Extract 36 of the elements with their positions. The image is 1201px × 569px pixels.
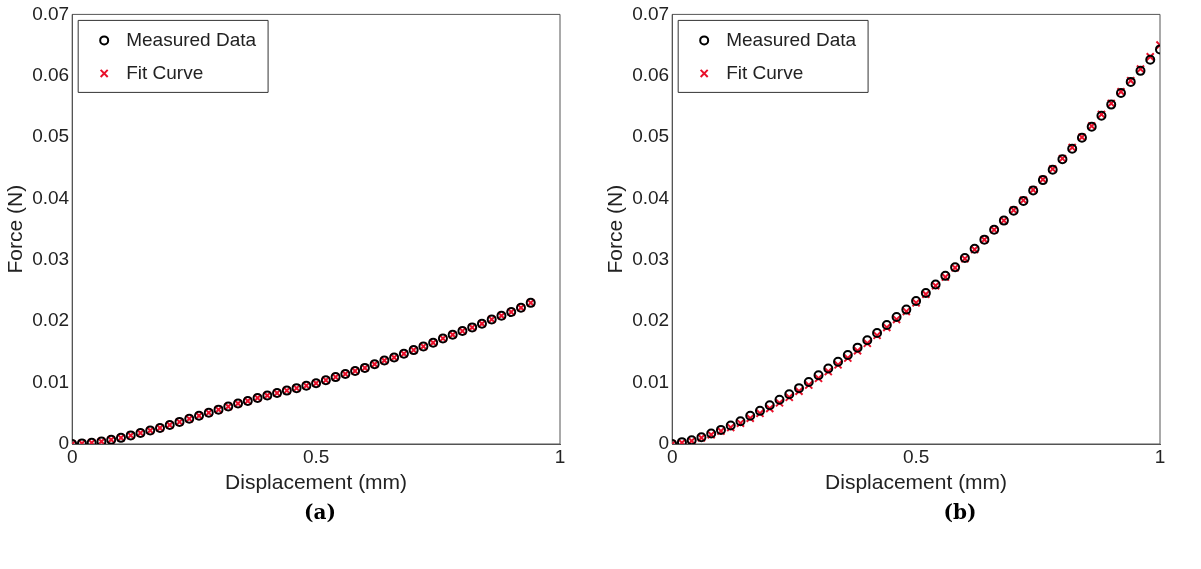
y-tick-label: 0.07: [32, 2, 70, 24]
x-tick-label: 1: [1154, 445, 1166, 467]
y-axis-title: Force (N): [3, 184, 27, 274]
y-tick-label: 0.01: [632, 370, 670, 392]
point: [833, 360, 843, 370]
y-tick-label: 0.07: [632, 2, 670, 24]
x-axis-title: Displacement (mm): [825, 470, 1008, 494]
point: [823, 367, 833, 377]
legend-label: Measured Data: [726, 28, 857, 50]
y-tick-label: 0.05: [632, 125, 670, 147]
y-tick-label: 0.06: [32, 64, 70, 86]
x-tick-label: 1: [554, 445, 566, 467]
point: [833, 356, 844, 367]
y-tick-label: 0.04: [632, 186, 670, 208]
y-tick-label: 0.06: [632, 64, 670, 86]
point: [774, 394, 785, 405]
x-axis-title: Displacement (mm): [225, 470, 408, 494]
text: (b): [942, 500, 978, 524]
y-tick-label: 0.01: [32, 370, 70, 392]
point: [853, 346, 863, 356]
y-tick-label: 0.02: [32, 309, 70, 331]
y-tick-label: 0.05: [32, 125, 70, 147]
legend-label: Fit Curve: [726, 61, 804, 83]
point: [823, 363, 834, 374]
y-tick-label: 0.03: [632, 248, 670, 270]
legend-label: Measured Data: [126, 28, 257, 50]
text: (a): [303, 500, 337, 524]
legend-label: Fit Curve: [126, 61, 204, 83]
point: [774, 398, 785, 408]
y-tick-label: 0.02: [632, 309, 670, 331]
y-axis-title: Force (N): [603, 184, 627, 274]
y-tick-label: 0.04: [32, 186, 70, 208]
y-tick-label: 0.03: [32, 248, 70, 270]
point: [852, 342, 863, 353]
x-tick-label: 0.5: [902, 445, 930, 467]
x-tick-label: 0.5: [302, 445, 330, 467]
